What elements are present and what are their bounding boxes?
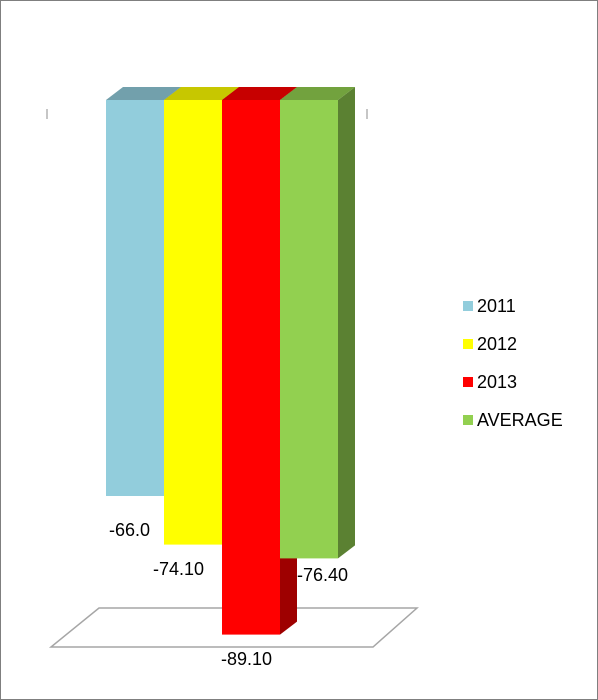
legend-label-2012: 2012 (477, 333, 518, 354)
bar-top-2012 (164, 87, 239, 100)
bar-2011 (106, 100, 164, 496)
data-label-2012: -74.10 (153, 559, 204, 579)
legend-swatch-average (463, 415, 473, 425)
legend-item-2011: 2011 (463, 287, 563, 325)
bar-top-average (280, 87, 355, 100)
legend-label-average: AVERAGE (477, 409, 563, 430)
legend-swatch-2013 (463, 377, 473, 387)
bar-2013 (222, 100, 280, 635)
legend-item-2013: 2013 (463, 363, 563, 401)
bar-top-2011 (106, 87, 181, 100)
legend-swatch-2012 (463, 339, 473, 349)
legend: 2011 2012 2013 AVERAGE (463, 287, 563, 439)
bar-top-2013 (222, 87, 297, 100)
legend-label-2011: 2011 (477, 295, 516, 316)
bar-average (280, 100, 338, 559)
bar-side-average (338, 87, 355, 559)
data-label-average: -76.40 (297, 565, 348, 585)
floor-plane (48, 607, 419, 648)
legend-item-2012: 2012 (463, 325, 563, 363)
data-label-2011: -66.0 (109, 520, 150, 540)
data-label-2013: -89.10 (221, 649, 272, 669)
legend-label-2013: 2013 (477, 371, 518, 392)
legend-swatch-2011 (463, 301, 473, 311)
bar-2012 (164, 100, 222, 545)
legend-item-average: AVERAGE (463, 401, 563, 439)
